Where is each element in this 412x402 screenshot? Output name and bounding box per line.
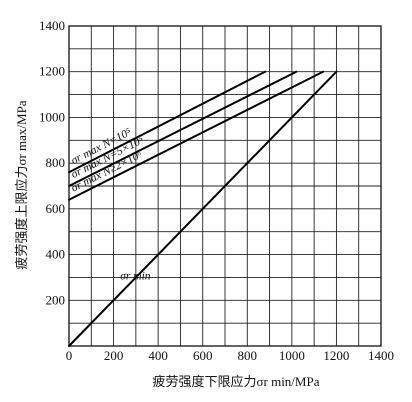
y-axis-label: 疲劳强度上限应力σr max/MPa xyxy=(14,100,29,269)
y-tick-label: 400 xyxy=(46,247,66,262)
x-tick-label: 1000 xyxy=(279,348,305,363)
x-tick-label: 200 xyxy=(104,348,124,363)
x-tick-label: 800 xyxy=(238,348,258,363)
x-tick-labels: 0 200 400 600 800 1000 1200 1400 xyxy=(66,348,394,363)
y-tick-label: 1400 xyxy=(39,18,65,33)
series-line-1 xyxy=(68,70,267,174)
x-tick-label: 600 xyxy=(193,348,213,363)
y-tick-label: 1200 xyxy=(39,64,65,79)
series-lines xyxy=(68,70,338,347)
y-tick-label: 600 xyxy=(46,201,66,216)
series-label-4: σr min xyxy=(120,270,151,282)
y-tick-label: 200 xyxy=(46,292,66,307)
y-tick-label: 1000 xyxy=(39,109,65,124)
x-axis-label: 疲劳强度下限应力σr min/MPa xyxy=(153,374,320,389)
series-line-2 xyxy=(68,70,298,187)
x-tick-label: 400 xyxy=(148,348,168,363)
x-tick-label: 1200 xyxy=(323,348,349,363)
x-tick-label: 0 xyxy=(66,348,73,363)
y-tick-labels: 200 400 600 800 1000 1200 1400 xyxy=(39,18,65,307)
series-line-3 xyxy=(68,70,325,201)
y-tick-label: 800 xyxy=(46,155,66,170)
x-tick-label: 1400 xyxy=(368,348,394,363)
series-line-4 xyxy=(68,70,338,347)
